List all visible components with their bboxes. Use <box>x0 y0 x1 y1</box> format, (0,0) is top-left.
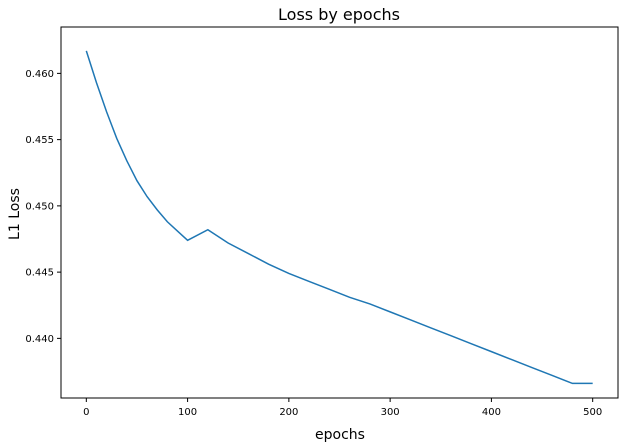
x-tick-label: 300 <box>381 407 400 418</box>
x-tick-label: 100 <box>178 407 197 418</box>
x-tick-label: 200 <box>279 407 298 418</box>
x-axis: 0 100 200 300 400 500 <box>83 398 602 418</box>
x-tick-label: 500 <box>583 407 602 418</box>
y-tick-label: 0.455 <box>25 135 54 146</box>
x-tick-label: 0 <box>83 407 89 418</box>
chart-title: Loss by epochs <box>278 5 400 24</box>
y-axis-label: L1 Loss <box>7 188 23 240</box>
y-tick-label: 0.440 <box>25 334 54 345</box>
y-tick-label: 0.445 <box>25 268 54 279</box>
x-tick-label: 400 <box>482 407 501 418</box>
loss-series-line <box>86 51 592 384</box>
x-axis-label: epochs <box>315 427 365 443</box>
y-axis: 0.440 0.445 0.450 0.455 0.460 <box>25 69 61 345</box>
y-tick-label: 0.450 <box>25 201 54 212</box>
y-tick-label: 0.460 <box>25 69 54 80</box>
plot-frame <box>61 27 618 398</box>
